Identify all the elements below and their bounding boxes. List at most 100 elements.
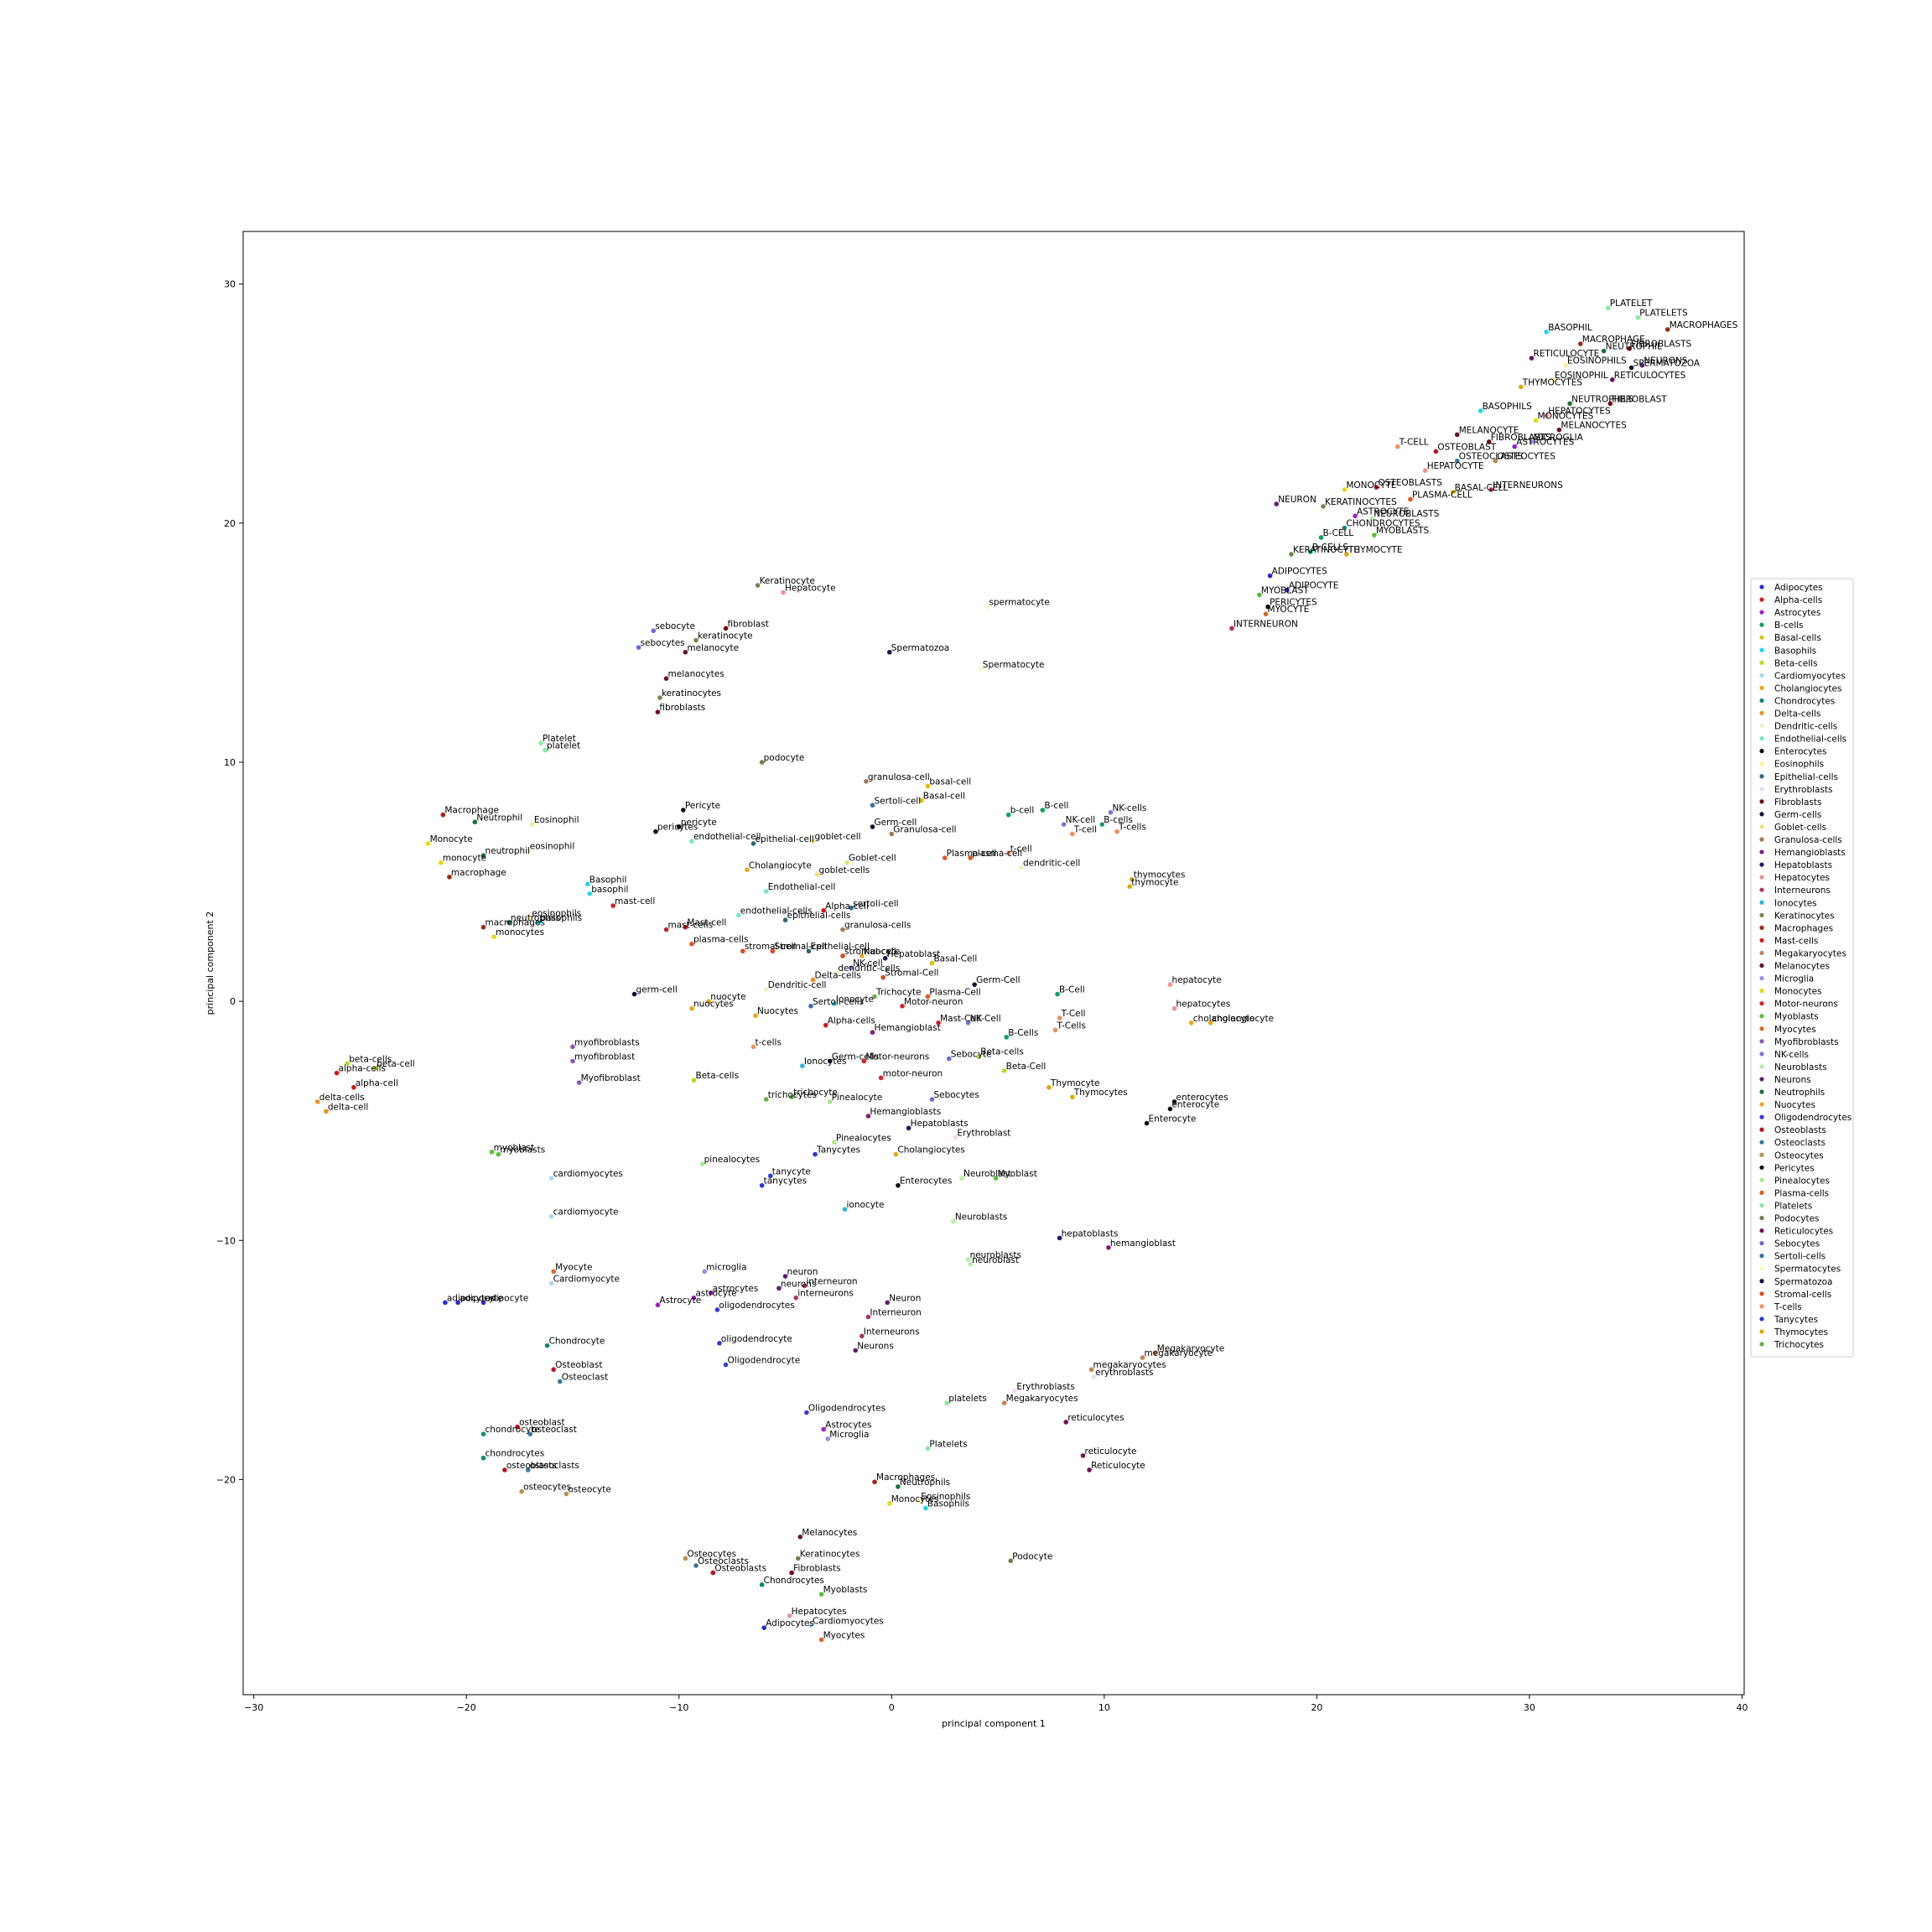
point-label: Neurons [857,1341,894,1351]
legend-label: Erythroblasts [1774,785,1833,795]
point-label: Basophils [927,1499,969,1509]
point-label: MONOCYTES [1538,411,1594,421]
data-point [1422,468,1428,473]
data-point [1493,458,1498,464]
data-point [1057,1015,1062,1021]
data-point [1450,489,1456,495]
legend-item: Myoblasts [1759,1012,1819,1022]
data-point [865,1114,871,1119]
x-tick-label: 10 [1098,1702,1110,1713]
legend-label: Plasma-cells [1774,1188,1829,1198]
data-point [1353,513,1358,519]
point-label: Plasma-cell [947,849,997,859]
legend-marker [1759,925,1764,930]
data-point [1087,1467,1092,1472]
point-label: myofibroblasts [574,1037,640,1047]
axis-ticks: −30 −20 −10 0 10 20 30 40 −20 −10 0 10 20 30 [216,279,1748,1713]
point-label: Fibroblasts [793,1564,840,1574]
point-label: B-CELL [1322,528,1353,538]
data-point [993,1176,999,1181]
data-point [1289,552,1294,557]
point-label: Trichocyte [875,987,922,997]
data-point [1563,362,1568,368]
data-point [1061,822,1067,827]
point-label: Osteoclasts [698,1556,749,1566]
point-label: Beta-cells [696,1071,740,1081]
point-label: FIBROBLASTS [1631,340,1691,350]
point-label: INTERNEURONS [1493,480,1563,491]
data-point [1001,1068,1007,1073]
legend-label: Pinealocytes [1774,1176,1830,1186]
point-label: KERATINOCYTES [1325,497,1397,507]
legend-item: Beta-cells [1759,658,1818,668]
point-label: delta-cells [319,1093,365,1103]
point-label: Interneuron [870,1307,921,1317]
data-point [918,797,924,803]
point-label: pericyte [681,818,717,828]
data-point [1454,458,1460,464]
point-label: nuocyte [710,992,745,1002]
data-point [1610,377,1615,382]
data-point [745,867,750,873]
point-label: MACROPHAGE [1582,335,1645,345]
point-label: interneuron [806,1276,857,1286]
point-label: Platelets [929,1439,967,1449]
point-label: Megakaryocyte [1157,1343,1224,1353]
point-label: Osteoclast [562,1372,608,1382]
data-point [759,1582,765,1587]
data-point [657,695,662,700]
point-label: Germ-cells [832,1052,879,1062]
data-point [334,1070,340,1076]
point-label: Basal-cell [923,792,965,802]
point-label: Monocyte [430,834,473,844]
data-point [480,853,486,858]
point-label: pericytes [657,823,698,833]
legend-item: Podocytes [1759,1214,1820,1224]
data-point [800,1063,805,1068]
point-label: granulosa-cell [868,772,930,782]
point-label: B-Cell [1059,985,1085,995]
point-label: t-cell [1010,844,1032,854]
legend-label: Basophils [1774,646,1816,656]
point-label: alpha-cells [339,1064,386,1074]
point-label: Beta-Cell [1006,1062,1046,1072]
point-label: Delta-cells [814,970,860,980]
x-tick-label: 0 [889,1702,895,1713]
legend-label: Cardiomyocytes [1774,671,1846,681]
data-point [946,1056,952,1062]
point-label: cardiomyocyte [553,1208,619,1218]
data-point [496,1151,501,1157]
legend-marker [1759,1052,1764,1057]
point-label: Hepatocyte [785,584,836,594]
data-point [683,1555,688,1561]
point-label: T-Cell [1061,1009,1086,1019]
point-label: Goblet-cell [849,854,896,864]
data-point [1318,535,1324,540]
legend-item: Astrocytes [1759,608,1820,618]
legend-marker [1759,1014,1764,1019]
data-point [480,1431,486,1437]
point-label: NK-cell [1066,815,1096,825]
point-label: Mast-Cell [940,1014,981,1024]
point-label: hemangioblast [1110,1239,1176,1249]
point-label: PERICYTES [1270,598,1317,608]
data-point [763,987,769,992]
data-point [795,1555,801,1561]
point-label: alpha-cell [356,1078,398,1088]
data-point [1605,305,1611,311]
legend-item: Trichocytes [1759,1340,1824,1350]
point-label: Erythroblasts [1016,1382,1075,1392]
data-point [1478,408,1483,413]
data-point [782,1274,788,1279]
point-label: B-cells [1104,815,1133,825]
point-label: Motor-neuron [904,997,963,1007]
points-layer [314,305,1670,1643]
legend-item: Oligodendrocytes [1759,1113,1852,1123]
point-label: T-Cells [1057,1021,1086,1031]
point-label: chondrocytes [486,1449,545,1459]
data-point [925,783,931,789]
point-label: Cardiomyocyte [553,1275,620,1285]
point-label: endothelial-cells [740,906,813,916]
legend-label: Myoblasts [1774,1012,1819,1022]
data-point [923,1505,928,1511]
